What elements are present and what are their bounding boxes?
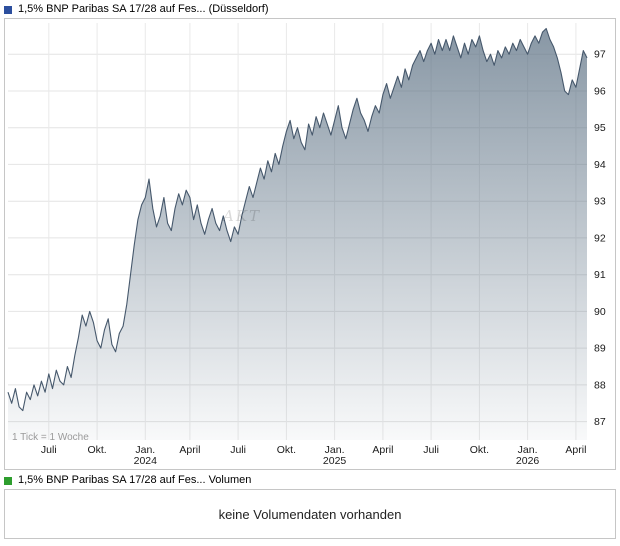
volume-title: 1,5% BNP Paribas SA 17/28 auf Fes... Vol… [18,474,252,486]
y-axis-label: 87 [594,416,606,428]
price-chart-title: 1,5% BNP Paribas SA 17/28 auf Fes... (Dü… [18,3,269,15]
x-axis-label: Okt. [470,444,489,456]
x-axis-label: Okt. [277,444,296,456]
price-line [7,27,588,412]
tick-interval-note: 1 Tick = 1 Woche [12,432,89,443]
price-chart-header: 1,5% BNP Paribas SA 17/28 auf Fes... (Dü… [4,3,616,16]
x-axis-label: Jan. [325,444,345,456]
x-axis-label: Okt. [87,444,106,456]
y-axis-label: 91 [594,269,606,281]
y-axis-label: 97 [594,49,606,61]
price-chart-panel: 87 88 89 90 91 92 93 94 95 96 97 Juli Okt. Jan. 2024 Ap… [4,18,616,470]
y-axis-label: 92 [594,232,606,244]
y-axis-label: 95 [594,122,606,134]
volume-empty-message: keine Volumendaten vorhanden [218,506,402,522]
y-axis-label: 89 [594,343,606,355]
y-axis-label: 93 [594,196,606,208]
y-axis-label: 94 [594,159,606,171]
y-axis-label: 90 [594,306,606,318]
y-axis-label: 88 [594,379,606,391]
x-axis-label: April [372,444,393,456]
x-axis-label: Juli [41,444,57,456]
y-axis-label: 96 [594,86,606,98]
x-axis-label: Juli [423,444,439,456]
volume-header: 1,5% BNP Paribas SA 17/28 auf Fes... Vol… [4,474,616,487]
x-axis-year-label: 2025 [323,455,347,467]
x-axis-label: Jan. [135,444,155,456]
volume-legend-square [4,476,12,485]
x-axis-label: April [565,444,586,456]
volume-panel: keine Volumendaten vorhanden [4,489,616,539]
price-area [8,28,587,440]
x-axis-label: Juli [230,444,246,456]
x-axis-label: Jan. [518,444,538,456]
x-axis-year-label: 2024 [134,455,158,467]
price-legend-square [4,5,12,14]
x-axis-label: April [179,444,200,456]
x-axis-year-label: 2026 [516,455,540,467]
